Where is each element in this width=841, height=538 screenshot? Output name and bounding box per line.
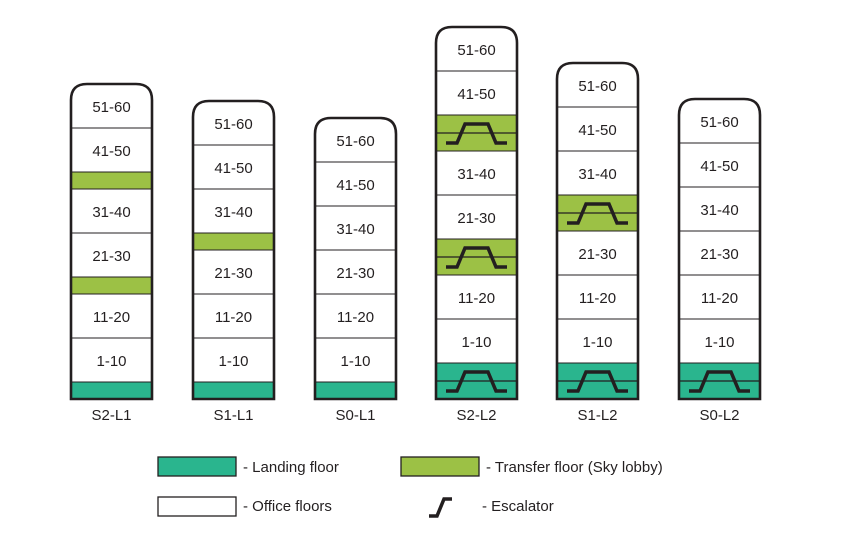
legend-transfer-swatch [400,456,480,477]
floor-range-label: 11-20 [93,309,130,326]
tower-s0-l1: 1-10 11-20 21-30 31-40 41-50 51-60 S0-L1 [313,116,398,424]
floor-range-label: 1-10 [340,353,370,370]
tower-outline [555,61,640,401]
escalator-icon [567,202,628,225]
tower-name-label: S2-L2 [456,407,496,424]
escalator-icon [429,497,452,518]
floor-range-label: 11-20 [458,290,495,307]
floor-range-label: 11-20 [579,290,616,307]
floor-range-label: 51-60 [214,116,252,133]
landing-floor-band [71,382,152,399]
escalator-icon [446,246,507,269]
escalator-icon [567,370,628,393]
floor-range-label: 31-40 [457,166,495,183]
tower-s2-l1: 1-10 11-20 21-30 31-40 41-50 51-60 S2-L1 [69,82,154,424]
floor-range-label: 31-40 [336,221,374,238]
floor-range-label: 31-40 [578,166,616,183]
tower-name-label: S1-L1 [213,407,253,424]
floor-range-label: 1-10 [704,334,734,351]
transfer-floor-band [71,172,152,189]
floor-range-label: 31-40 [700,202,738,219]
landing-floor-band [193,382,274,399]
floor-range-label: 21-30 [578,246,616,263]
legend-landing-swatch [157,456,237,477]
escalator-icon [446,370,507,393]
floor-range-label: 11-20 [701,290,738,307]
tower-name-label: S2-L1 [91,407,131,424]
tower-name-label: S1-L2 [577,407,617,424]
floor-range-label: 1-10 [218,353,248,370]
transfer-floor-band [71,277,152,294]
floor-range-label: 51-60 [700,114,738,131]
tower-s0-l2: 1-10 11-20 21-30 31-40 41-50 51-60 S0-L2 [677,97,762,424]
tower-outline [69,82,154,401]
floor-range-label: 21-30 [214,265,252,282]
floor-range-label: 21-30 [92,248,130,265]
floor-range-label: 11-20 [337,309,374,326]
floor-range-label: 41-50 [700,158,738,175]
tower-s1-l2: 1-10 11-20 21-30 31-40 41-50 51-60 S1-L2 [555,61,640,424]
floor-range-label: 11-20 [215,309,252,326]
floor-range-label: 31-40 [214,204,252,221]
floor-range-label: 41-50 [457,86,495,103]
floor-range-label: 41-50 [578,122,616,139]
floor-range-label: 1-10 [461,334,491,351]
tower-s1-l1: 1-10 11-20 21-30 31-40 41-50 51-60 S1-L1 [191,99,276,424]
floor-range-label: 51-60 [457,42,495,59]
tower-outline [677,97,762,401]
towers: 1-10 11-20 21-30 31-40 41-50 51-60 S2-L1 1-10 11… [69,25,762,424]
floor-range-label: 51-60 [578,78,616,95]
tower-s2-l2: 1-10 11-20 21-30 31-40 41-50 51-60 S2-L2 [434,25,519,424]
legend-office-swatch [157,496,237,517]
tower-outline [434,25,519,401]
floor-range-label: 51-60 [336,133,374,150]
legend-transfer-label: - Transfer floor (Sky lobby) [486,459,663,476]
escalator-icon [446,122,507,145]
floor-range-label: 41-50 [336,177,374,194]
tower-name-label: S0-L2 [699,407,739,424]
floor-range-label: 41-50 [92,143,130,160]
tower-name-label: S0-L1 [335,407,375,424]
floor-range-label: 51-60 [92,99,130,116]
tower-outline [191,99,276,401]
legend-escalator-label: - Escalator [482,498,554,515]
escalator-icon [689,370,750,393]
floor-range-label: 21-30 [336,265,374,282]
floor-range-label: 21-30 [700,246,738,263]
legend-office-label: - Office floors [243,498,332,515]
floor-range-label: 1-10 [582,334,612,351]
legend: - Landing floor - Transfer floor (Sky lo… [157,456,663,518]
tower-outline [313,116,398,401]
floor-range-label: 41-50 [214,160,252,177]
floor-range-label: 1-10 [96,353,126,370]
floor-range-label: 31-40 [92,204,130,221]
landing-floor-band [315,382,396,399]
floor-range-label: 21-30 [457,210,495,227]
legend-landing-label: - Landing floor [243,459,339,476]
transfer-floor-band [193,233,274,250]
